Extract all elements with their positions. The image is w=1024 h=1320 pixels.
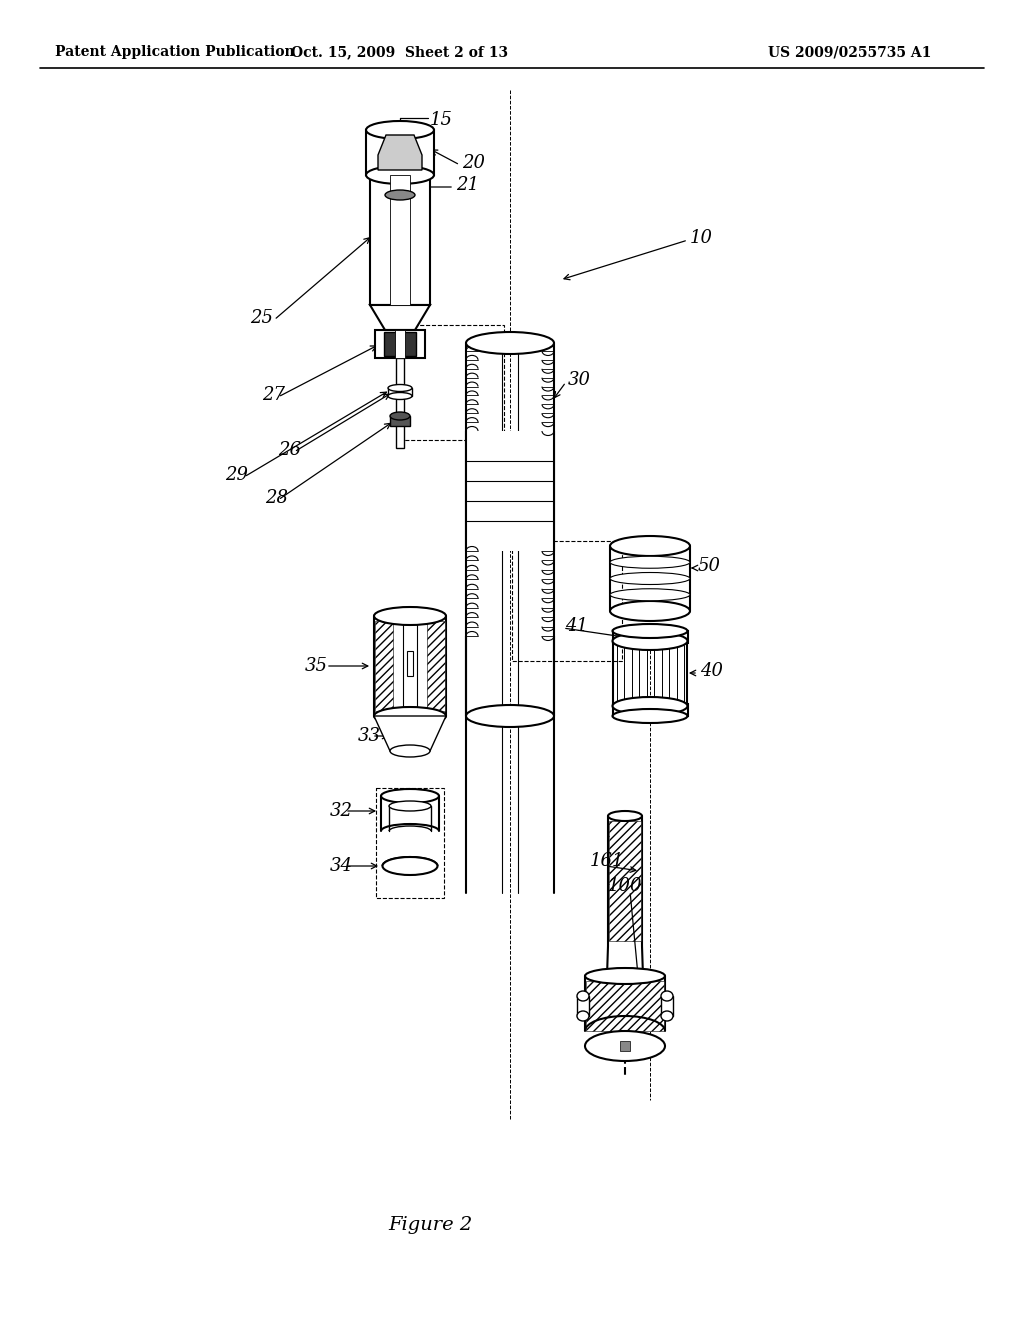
Ellipse shape [662, 991, 673, 1001]
Text: 32: 32 [330, 803, 353, 820]
Bar [512, 541, 622, 661]
Bar [396, 358, 404, 447]
Text: 29: 29 [225, 466, 248, 484]
Ellipse shape [662, 1011, 673, 1020]
Ellipse shape [612, 624, 687, 638]
Bar [376, 788, 444, 898]
Ellipse shape [585, 968, 665, 983]
Text: Oct. 15, 2009  Sheet 2 of 13: Oct. 15, 2009 Sheet 2 of 13 [292, 45, 509, 59]
Text: 41: 41 [565, 616, 588, 635]
Ellipse shape [612, 697, 687, 715]
Ellipse shape [389, 801, 431, 810]
Text: 25: 25 [250, 309, 273, 327]
Bar [427, 620, 445, 711]
Text: 15: 15 [430, 111, 453, 129]
Text: 100: 100 [608, 876, 642, 895]
Text: 27: 27 [262, 385, 285, 404]
Ellipse shape [608, 810, 642, 821]
Bar [375, 620, 393, 711]
Bar [577, 997, 589, 1016]
Bar [613, 631, 688, 643]
Ellipse shape [612, 709, 687, 723]
Text: 35: 35 [305, 657, 328, 675]
Text: 34: 34 [330, 857, 353, 875]
Bar [415, 333, 424, 356]
Text: 33: 33 [358, 727, 381, 744]
Ellipse shape [610, 589, 690, 601]
Bar [370, 176, 430, 305]
Text: 21: 21 [456, 176, 479, 194]
Bar [390, 176, 410, 305]
Text: 40: 40 [700, 663, 723, 680]
Ellipse shape [374, 607, 446, 624]
Bar [620, 1041, 630, 1051]
Ellipse shape [610, 601, 690, 620]
Ellipse shape [577, 1011, 589, 1020]
Bar [416, 132, 432, 173]
Ellipse shape [610, 556, 690, 568]
Ellipse shape [585, 1031, 665, 1061]
Text: 50: 50 [698, 557, 721, 576]
Ellipse shape [383, 857, 437, 875]
Bar [662, 997, 673, 1016]
Bar [388, 388, 412, 396]
Text: 10: 10 [690, 228, 713, 247]
Bar [375, 330, 425, 358]
Bar [384, 333, 416, 356]
Bar [411, 176, 429, 304]
Text: 161: 161 [590, 851, 625, 870]
Bar [609, 821, 641, 941]
Bar [390, 416, 410, 426]
Ellipse shape [466, 705, 554, 727]
Ellipse shape [392, 861, 427, 871]
Ellipse shape [390, 744, 430, 756]
Bar [368, 132, 384, 173]
Ellipse shape [610, 536, 690, 556]
Bar [586, 981, 664, 1031]
Polygon shape [374, 715, 446, 751]
Ellipse shape [366, 121, 434, 139]
Ellipse shape [381, 789, 439, 803]
Ellipse shape [612, 632, 687, 649]
Text: 28: 28 [265, 488, 288, 507]
Ellipse shape [390, 412, 410, 420]
Bar [407, 651, 413, 676]
Text: Figure 2: Figure 2 [388, 1216, 472, 1234]
Bar [466, 432, 554, 550]
Ellipse shape [385, 190, 415, 201]
Bar [371, 176, 389, 304]
Bar [395, 330, 406, 358]
Ellipse shape [610, 573, 690, 585]
Text: 20: 20 [462, 154, 485, 172]
Ellipse shape [577, 991, 589, 1001]
Ellipse shape [388, 384, 412, 392]
Bar [376, 333, 385, 356]
Polygon shape [378, 135, 422, 170]
Text: Patent Application Publication: Patent Application Publication [55, 45, 295, 59]
Text: 26: 26 [278, 441, 301, 459]
Bar [613, 704, 688, 715]
Ellipse shape [388, 392, 412, 400]
Ellipse shape [366, 166, 434, 183]
Polygon shape [370, 305, 430, 330]
Bar [366, 129, 434, 176]
Ellipse shape [466, 333, 554, 354]
Text: US 2009/0255735 A1: US 2009/0255735 A1 [768, 45, 932, 59]
Ellipse shape [374, 708, 446, 725]
Text: 30: 30 [568, 371, 591, 389]
Bar [402, 325, 504, 440]
